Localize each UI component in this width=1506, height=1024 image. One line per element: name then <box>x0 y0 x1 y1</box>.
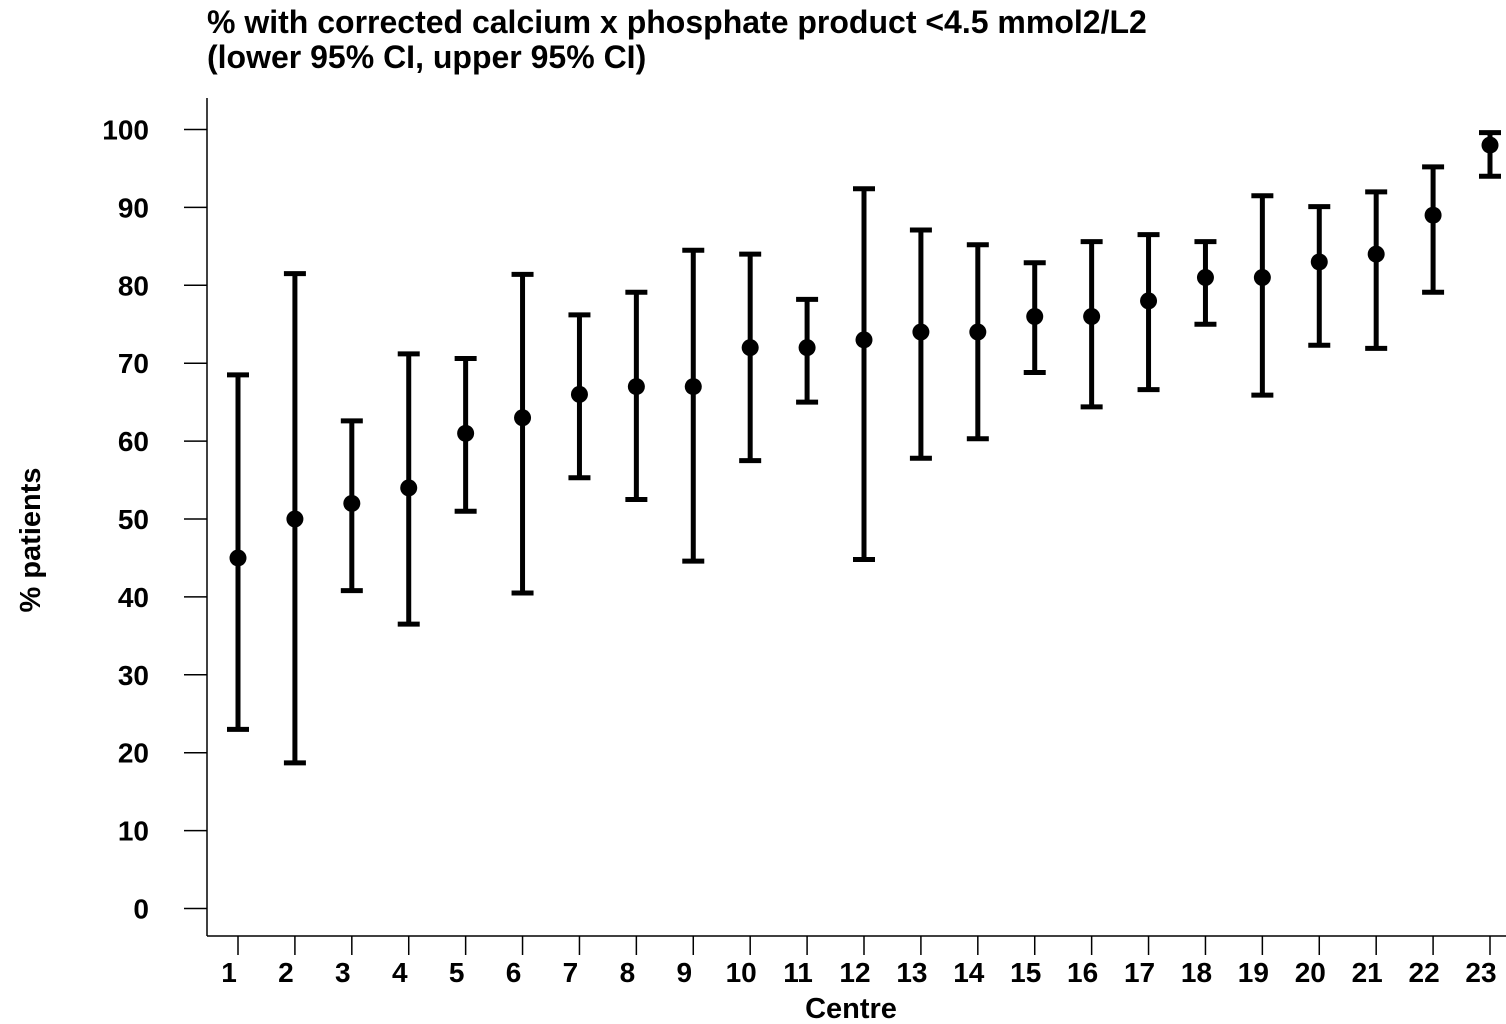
error-bar-series <box>227 130 1501 766</box>
data-point-5 <box>457 424 475 442</box>
y-tick-label: 90 <box>118 192 149 223</box>
x-tick-label: 1 <box>221 957 237 988</box>
data-point-6 <box>514 409 532 427</box>
data-point-13 <box>912 323 930 341</box>
data-point-11 <box>798 339 816 357</box>
x-tick-label: 22 <box>1409 957 1440 988</box>
x-tick-label: 5 <box>449 957 465 988</box>
x-tick-label: 4 <box>392 957 408 988</box>
x-tick-label: 6 <box>506 957 522 988</box>
x-tick-label: 21 <box>1352 957 1383 988</box>
y-axis-ticks: 0 10 20 30 40 50 60 70 80 90 100 <box>102 115 207 925</box>
x-tick-label: 11 <box>783 957 813 988</box>
y-tick-label: 50 <box>118 504 149 535</box>
x-tick-label: 13 <box>896 957 927 988</box>
x-tick-label: 18 <box>1181 957 1212 988</box>
y-tick-label: 100 <box>102 115 149 146</box>
data-point-20 <box>1310 253 1328 271</box>
data-point-18 <box>1196 269 1214 287</box>
y-tick-label: 20 <box>118 738 149 769</box>
y-tick-label: 40 <box>118 582 149 613</box>
data-point-9 <box>684 378 702 396</box>
y-tick-label: 30 <box>118 660 149 691</box>
data-point-7 <box>570 385 588 403</box>
x-axis-title: Centre <box>805 993 897 1024</box>
y-tick-label: 10 <box>118 816 149 847</box>
x-tick-label: 16 <box>1067 957 1098 988</box>
data-point-21 <box>1367 245 1385 263</box>
data-point-23 <box>1481 136 1499 154</box>
data-point-4 <box>400 479 418 497</box>
x-tick-label: 23 <box>1465 957 1496 988</box>
data-point-14 <box>969 323 987 341</box>
x-tick-label: 10 <box>726 957 757 988</box>
chart-subtitle: (lower 95% CI, upper 95% CI) <box>207 39 646 75</box>
x-tick-label: 20 <box>1295 957 1326 988</box>
y-tick-label: 0 <box>133 894 149 925</box>
x-tick-label: 12 <box>839 957 870 988</box>
chart-title: % with corrected calcium x phosphate pro… <box>207 4 1147 40</box>
data-point-22 <box>1424 206 1442 224</box>
x-tick-label: 17 <box>1124 957 1155 988</box>
data-point-1 <box>229 549 247 567</box>
data-point-15 <box>1026 307 1044 325</box>
x-tick-label: 8 <box>620 957 636 988</box>
x-tick-label: 3 <box>335 957 351 988</box>
y-tick-label: 70 <box>118 348 149 379</box>
y-tick-label: 80 <box>118 270 149 301</box>
y-tick-label: 60 <box>118 426 149 457</box>
data-point-16 <box>1083 307 1101 325</box>
data-point-19 <box>1253 269 1271 287</box>
x-tick-label: 19 <box>1238 957 1269 988</box>
x-tick-label: 14 <box>953 957 985 988</box>
x-tick-label: 15 <box>1010 957 1041 988</box>
x-axis-ticks: 1 2 3 4 5 6 7 8 9 10 11 12 13 14 15 16 17 18 19 20 21 22 23 <box>221 936 1497 988</box>
x-tick-label: 9 <box>676 957 692 988</box>
data-point-3 <box>343 494 361 512</box>
data-point-17 <box>1140 292 1158 310</box>
data-point-10 <box>741 339 759 357</box>
data-point-12 <box>855 331 873 349</box>
y-axis-title: % patients <box>15 467 47 612</box>
data-point-2 <box>286 510 304 528</box>
data-point-8 <box>627 378 645 396</box>
x-tick-label: 7 <box>563 957 579 988</box>
x-tick-label: 2 <box>278 957 294 988</box>
